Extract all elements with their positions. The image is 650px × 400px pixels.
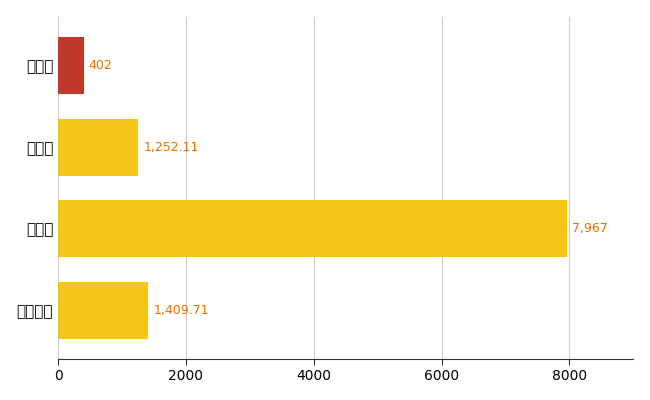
Text: 1,409.71: 1,409.71	[153, 304, 209, 316]
Text: 1,252.11: 1,252.11	[143, 140, 198, 154]
Text: 7,967: 7,967	[573, 222, 608, 235]
Bar	[58, 37, 84, 94]
Text: 402: 402	[89, 59, 112, 72]
Bar	[58, 200, 567, 257]
Bar	[58, 118, 138, 176]
Bar	[58, 282, 148, 338]
